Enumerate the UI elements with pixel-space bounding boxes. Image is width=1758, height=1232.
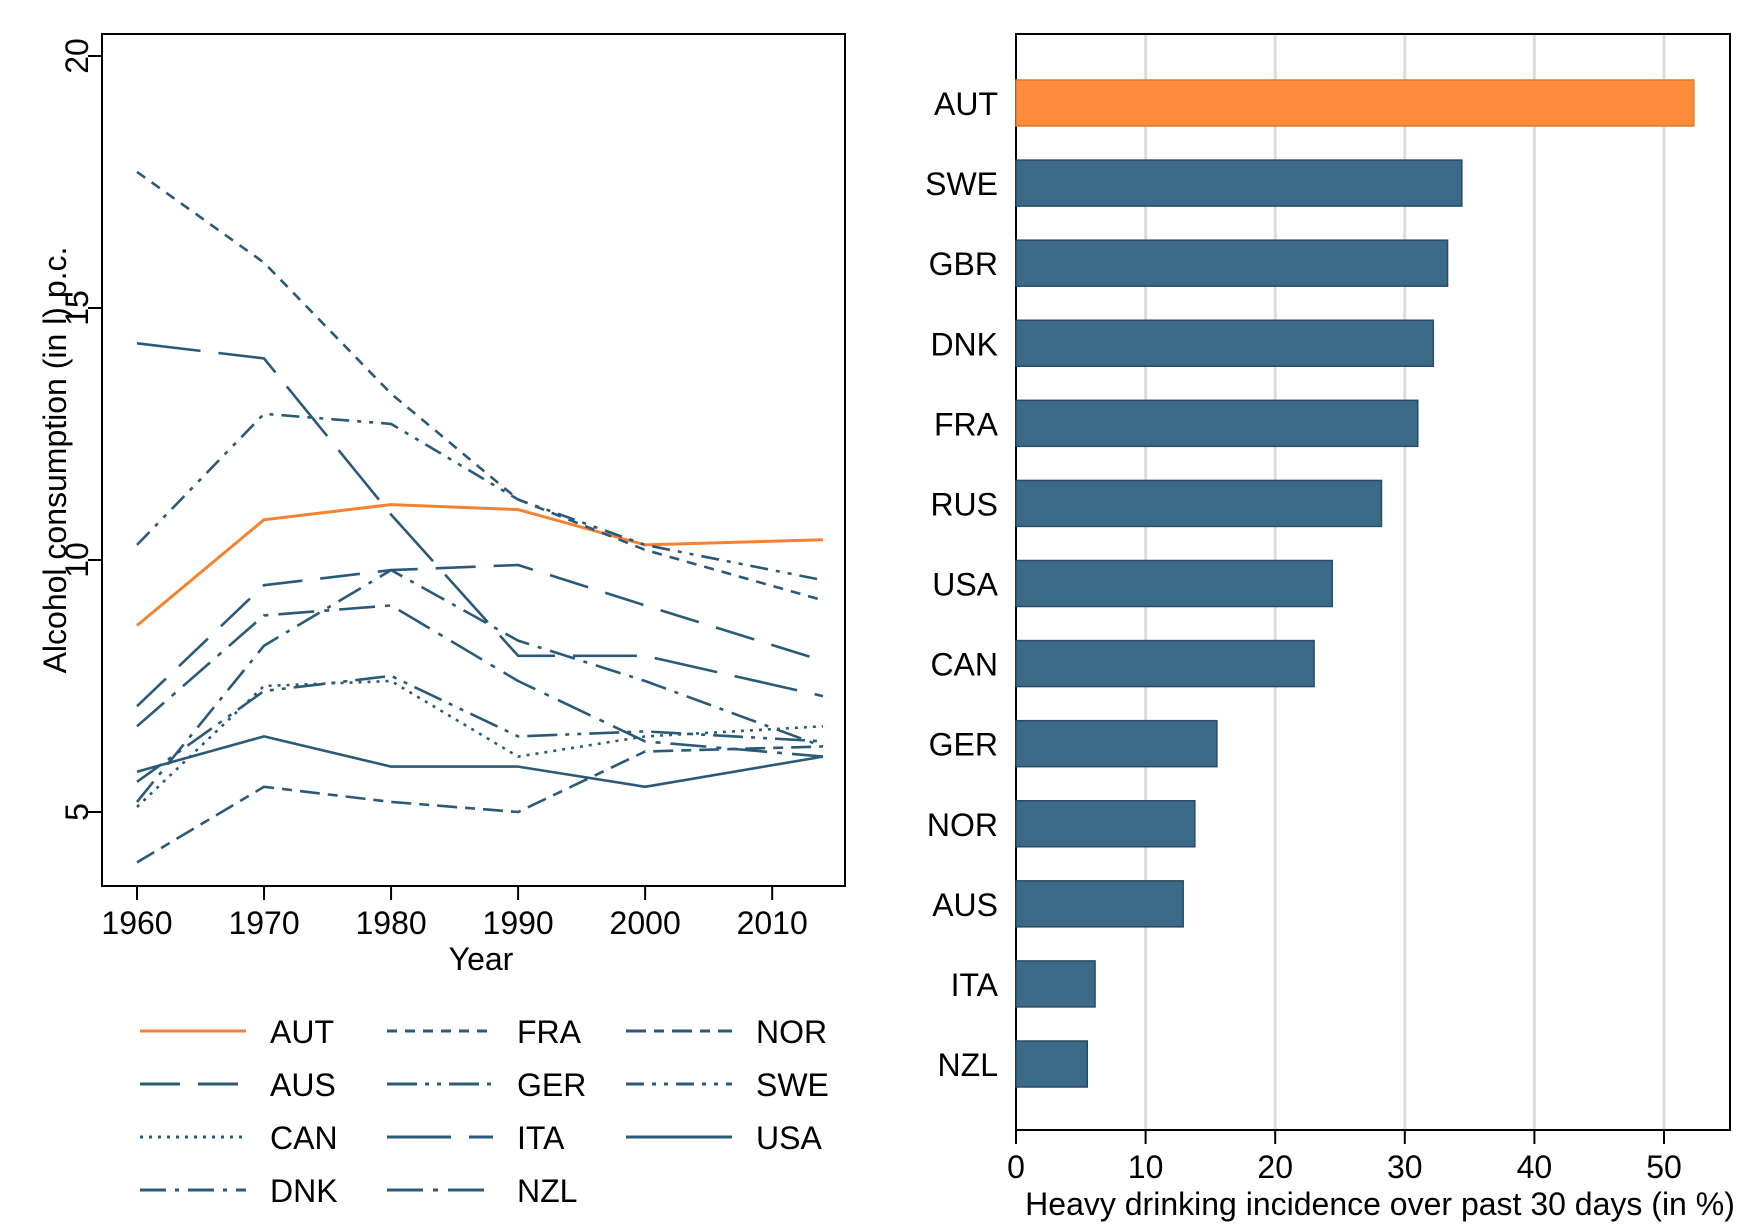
legend-label-dnk: DNK bbox=[270, 1173, 338, 1209]
category-label-nzl: NZL bbox=[938, 1047, 998, 1083]
bar-ita bbox=[1015, 960, 1096, 1008]
legend-label-usa: USA bbox=[756, 1120, 822, 1156]
category-label-swe: SWE bbox=[925, 166, 998, 202]
category-label-gbr: GBR bbox=[929, 246, 998, 282]
x-tick-label: 50 bbox=[1646, 1149, 1682, 1185]
legend-label-aus: AUS bbox=[270, 1067, 336, 1103]
x-tick-label: 0 bbox=[1007, 1149, 1025, 1185]
legend-label-ger: GER bbox=[517, 1067, 586, 1103]
bar-dnk bbox=[1015, 319, 1435, 367]
y-tick-label: 5 bbox=[59, 803, 95, 821]
y-tick-label: 20 bbox=[59, 38, 95, 74]
series-line-usa bbox=[136, 735, 824, 789]
category-label-ita: ITA bbox=[951, 967, 999, 1003]
x-tick-label: 20 bbox=[1257, 1149, 1293, 1185]
category-label-can: CAN bbox=[930, 647, 998, 683]
y-tick-label: 15 bbox=[59, 290, 95, 326]
x-tick-label: 1990 bbox=[483, 905, 554, 941]
category-label-fra: FRA bbox=[934, 406, 999, 442]
bar-gbr bbox=[1015, 239, 1449, 287]
bar-ger bbox=[1015, 719, 1218, 768]
x-tick-label: 2010 bbox=[737, 905, 808, 941]
x-tick-label: 1970 bbox=[228, 905, 299, 941]
series-line-swe bbox=[136, 412, 824, 582]
category-label-dnk: DNK bbox=[930, 326, 998, 362]
series-line-fra bbox=[136, 170, 824, 602]
bar-nzl bbox=[1015, 1040, 1089, 1088]
category-label-usa: USA bbox=[932, 567, 998, 603]
x-tick-label: 40 bbox=[1517, 1149, 1553, 1185]
series-line-nor bbox=[136, 745, 824, 864]
category-label-aus: AUS bbox=[932, 887, 998, 923]
bar-aus bbox=[1015, 880, 1184, 928]
legend-label-fra: FRA bbox=[517, 1014, 582, 1050]
bar-nor bbox=[1015, 800, 1196, 848]
line-chart-alcohol-consumption: 5 10 15 20 1960 1970 1980 1990 2000 2010 Year Alcoh… bbox=[37, 33, 846, 1209]
bar-usa bbox=[1015, 559, 1333, 608]
x-tick-label: 30 bbox=[1387, 1149, 1423, 1185]
category-label-ger: GER bbox=[929, 727, 998, 763]
category-label-aut: AUT bbox=[934, 86, 998, 122]
bar-rus bbox=[1015, 479, 1383, 528]
legend-label-nor: NOR bbox=[756, 1014, 827, 1050]
x-tick-label: 1960 bbox=[101, 905, 172, 941]
legend-label-swe: SWE bbox=[756, 1067, 829, 1103]
x-axis-title: Year bbox=[449, 941, 514, 977]
plot-frame bbox=[101, 33, 846, 887]
y-tick-label: 10 bbox=[59, 542, 95, 578]
bar-chart-heavy-drinking: AUT SWE GBR DNK FRA RUS USA CAN GER NOR AUS ITA NZL 0… bbox=[925, 33, 1735, 1222]
series-line-nzl bbox=[136, 604, 824, 758]
x-tick-label: 1980 bbox=[355, 905, 426, 941]
bar-swe bbox=[1015, 159, 1463, 207]
bar-can bbox=[1015, 639, 1315, 688]
x-tick-label: 2000 bbox=[610, 905, 681, 941]
bar-fra bbox=[1015, 399, 1419, 448]
series-line-aus bbox=[136, 563, 824, 708]
series-line-dnk bbox=[135, 568, 824, 803]
series-line-aut bbox=[136, 503, 824, 627]
y-axis-title: Alcohol consumption (in l) p.c. bbox=[37, 247, 73, 674]
x-tick-label: 10 bbox=[1128, 1149, 1164, 1185]
legend-label-nzl: NZL bbox=[517, 1173, 577, 1209]
legend-label-ita: ITA bbox=[517, 1120, 565, 1156]
bar-aut bbox=[1015, 79, 1695, 127]
legend-label-can: CAN bbox=[270, 1120, 338, 1156]
category-label-nor: NOR bbox=[927, 807, 998, 843]
legend-label-aut: AUT bbox=[270, 1014, 334, 1050]
series-line-ita bbox=[136, 342, 824, 698]
category-label-rus: RUS bbox=[930, 486, 998, 522]
x-axis-title: Heavy drinking incidence over past 30 da… bbox=[1025, 1186, 1735, 1222]
series-line-ger bbox=[136, 674, 824, 783]
